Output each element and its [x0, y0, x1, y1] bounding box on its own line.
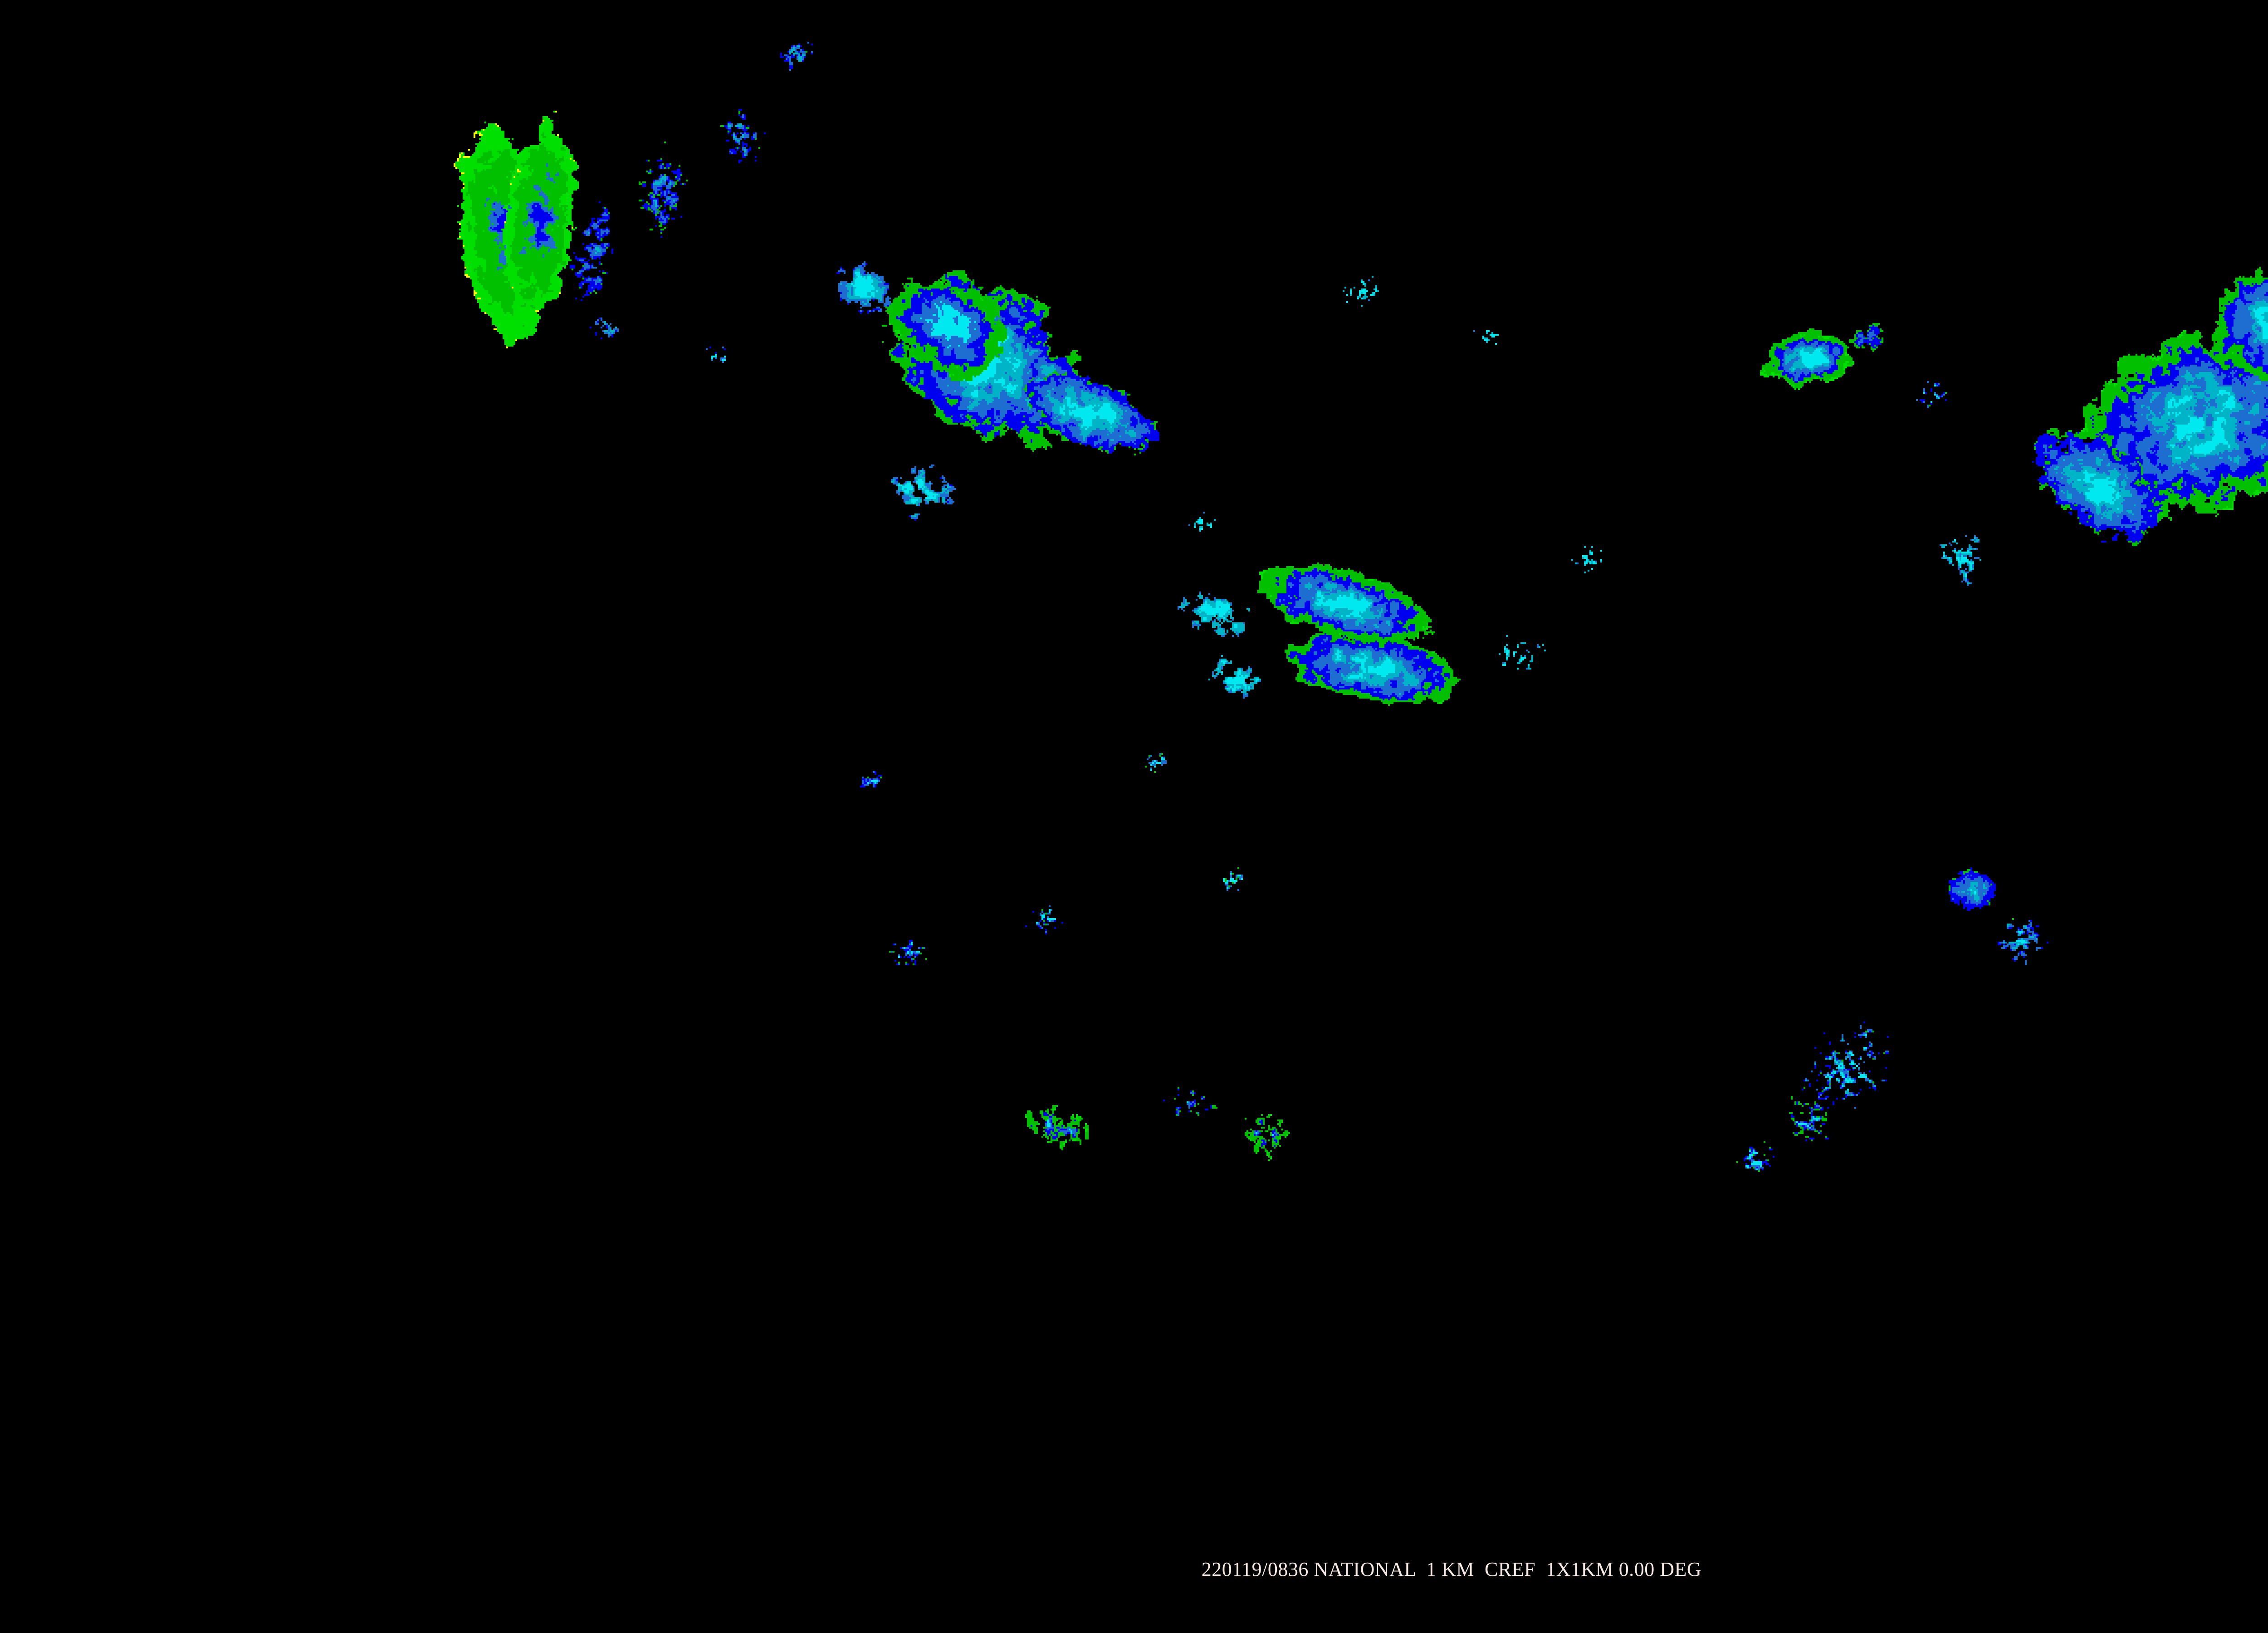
radar-reflectivity-canvas [0, 0, 2268, 1633]
radar-display-root: 220119/0836 NATIONAL 1 KM CREF 1X1KM 0.0… [0, 0, 2268, 1633]
